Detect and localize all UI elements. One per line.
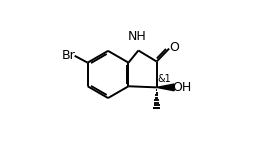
Text: OH: OH: [172, 81, 191, 94]
Text: Br: Br: [62, 49, 75, 62]
Text: NH: NH: [128, 30, 147, 43]
Text: O: O: [169, 41, 179, 54]
Text: &1: &1: [158, 74, 172, 84]
Polygon shape: [157, 84, 174, 91]
